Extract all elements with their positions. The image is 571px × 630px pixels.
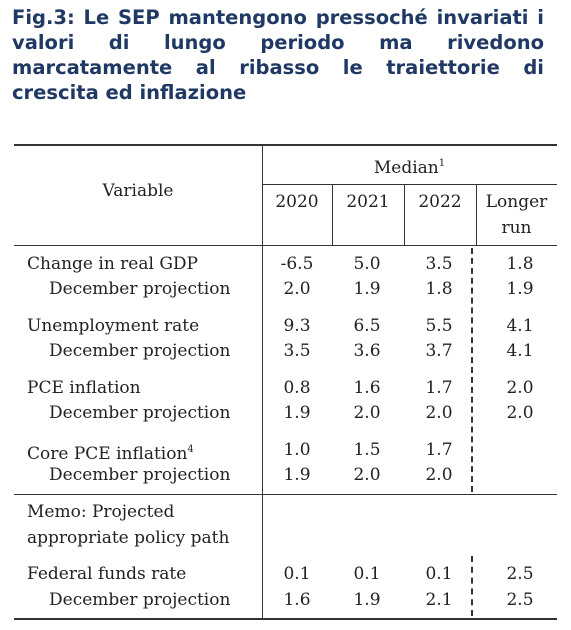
value-v2020: 0.8	[283, 378, 311, 398]
median-header: Median1	[262, 154, 557, 178]
row-label: December projection	[49, 341, 230, 361]
row-label-text: December projection	[49, 465, 231, 485]
longer-run-header-line2: run	[501, 218, 532, 238]
value-v2021: 2.0	[353, 403, 381, 423]
median-footnote: 1	[438, 158, 446, 169]
median-header-text: Median	[373, 158, 439, 178]
value-longer: 1.8	[506, 254, 534, 274]
row-label-text: December projection	[49, 403, 231, 423]
value-v2022: 3.7	[425, 341, 453, 361]
figure-title: Fig.3: Le SEP mantengono pressoché invar…	[12, 6, 544, 104]
row-label-text: Unemployment rate	[27, 316, 200, 336]
value-longer: 2.0	[506, 378, 534, 398]
row-label: December projection	[49, 465, 230, 485]
value-v2022: 1.7	[425, 378, 453, 398]
value-v2021: 1.6	[353, 378, 381, 398]
year-divider-1	[332, 184, 333, 245]
value-v2021: 3.6	[353, 341, 381, 361]
row-label-text: December projection	[49, 279, 231, 299]
longer-run-dashed-divider	[471, 248, 473, 492]
value-v2020: 1.0	[283, 440, 311, 460]
median-underline	[262, 184, 557, 185]
value-v2021: 0.1	[353, 564, 381, 584]
memo-label-line1: Memo: Projected	[27, 502, 175, 522]
row-label-text: Federal funds rate	[27, 564, 187, 584]
variable-header: Variable	[102, 181, 174, 201]
row-label: PCE inflation	[27, 378, 141, 398]
memo-label-line2: appropriate policy path	[27, 528, 230, 548]
row-label: December projection	[49, 590, 230, 610]
value-v2021: 1.9	[353, 279, 381, 299]
memo-top-rule	[14, 494, 557, 495]
value-v2022: 1.8	[425, 279, 453, 299]
value-v2021: 6.5	[353, 316, 381, 336]
value-v2021: 1.5	[353, 440, 381, 460]
row-label: Federal funds rate	[27, 564, 186, 584]
year-divider-2	[404, 184, 405, 245]
row-label-text: PCE inflation	[27, 378, 141, 398]
row-label: December projection	[49, 403, 230, 423]
value-v2022: 2.0	[425, 403, 453, 423]
row-label: Core PCE inflation4	[27, 440, 194, 464]
value-v2020: 9.3	[283, 316, 311, 336]
variable-column-divider	[262, 144, 263, 620]
value-longer: 4.1	[506, 316, 534, 336]
row-label-text: Core PCE inflation	[27, 444, 188, 464]
table-bottom-rule	[14, 618, 557, 620]
row-label-text: December projection	[49, 590, 231, 610]
value-v2022: 2.0	[425, 465, 453, 485]
value-v2020: 1.9	[283, 465, 311, 485]
value-v2022: 1.7	[425, 440, 453, 460]
longer-run-header-line1: Longer	[485, 192, 548, 212]
value-longer: 2.0	[506, 403, 534, 423]
year-divider-3	[476, 184, 477, 245]
value-longer: 2.5	[506, 564, 534, 584]
row-label-text: Change in real GDP	[27, 254, 198, 274]
value-v2022: 2.1	[425, 590, 453, 610]
longer-run-dashed-divider-memo	[471, 556, 473, 616]
value-v2020: 1.9	[283, 403, 311, 423]
row-footnote: 4	[187, 444, 194, 455]
value-v2020: 0.1	[283, 564, 311, 584]
value-longer: 1.9	[506, 279, 534, 299]
row-label: Unemployment rate	[27, 316, 199, 336]
value-v2020: -6.5	[280, 254, 314, 274]
projections-table: Variable Median1 2020 2021 2022 Longer r…	[14, 144, 557, 620]
value-v2020: 2.0	[283, 279, 311, 299]
value-v2022: 5.5	[425, 316, 453, 336]
value-longer: 2.5	[506, 590, 534, 610]
year-header-2022: 2022	[418, 192, 462, 212]
row-label: Change in real GDP	[27, 254, 198, 274]
row-label-text: December projection	[49, 341, 231, 361]
row-label: December projection	[49, 279, 230, 299]
value-v2022: 3.5	[425, 254, 453, 274]
value-v2021: 2.0	[353, 465, 381, 485]
value-v2020: 3.5	[283, 341, 311, 361]
value-v2022: 0.1	[425, 564, 453, 584]
value-longer: 4.1	[506, 341, 534, 361]
value-v2020: 1.6	[283, 590, 311, 610]
year-header-2021: 2021	[346, 192, 390, 212]
header-bottom-rule	[14, 245, 557, 246]
value-v2021: 5.0	[353, 254, 381, 274]
value-v2021: 1.9	[353, 590, 381, 610]
table-top-rule	[14, 144, 557, 146]
year-header-2020: 2020	[275, 192, 319, 212]
